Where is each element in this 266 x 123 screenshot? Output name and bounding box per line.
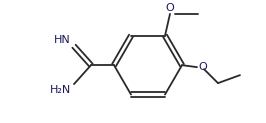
Text: O: O: [198, 62, 207, 72]
Text: O: O: [166, 3, 174, 13]
Text: HN: HN: [54, 35, 71, 45]
Text: H₂N: H₂N: [50, 85, 71, 95]
